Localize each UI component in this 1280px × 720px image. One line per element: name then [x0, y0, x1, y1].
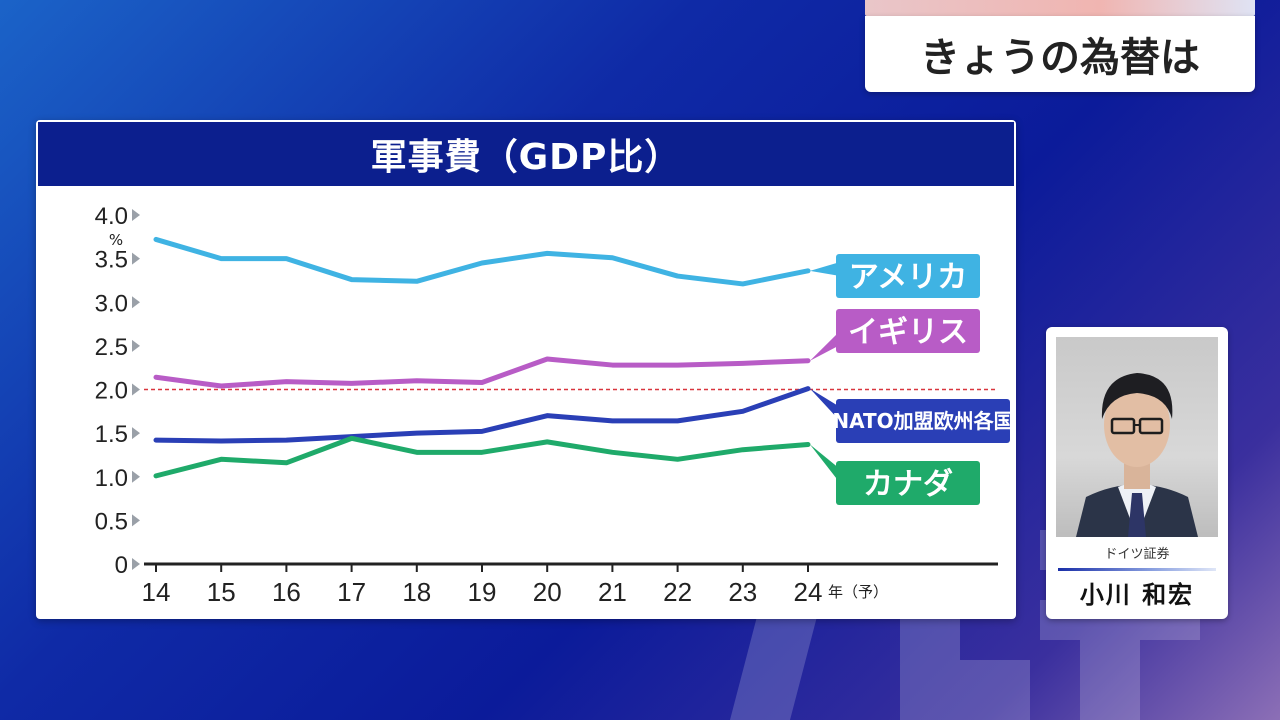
- y-tick-label: 4.0: [95, 203, 128, 230]
- x-tick-label: 14: [142, 577, 171, 607]
- series-line-2: [153, 386, 811, 444]
- legend-connector-1: [810, 331, 840, 361]
- y-tick-label: 0: [115, 552, 128, 579]
- y-tick-marker: [132, 339, 140, 352]
- y-tick-label: 2.0: [95, 378, 128, 405]
- legend-connector-2: [810, 388, 840, 421]
- legend-label-box-2: [836, 399, 1010, 443]
- x-axis-unit: 年（予）: [828, 583, 888, 601]
- legend-label-2: NATO加盟欧州各国: [832, 409, 1013, 433]
- commentator-organization: ドイツ証券: [1104, 547, 1170, 562]
- y-tick-label: 2.5: [95, 334, 128, 361]
- x-tick-label: 15: [207, 577, 236, 607]
- y-tick-marker: [132, 514, 140, 527]
- legend-label-box-0: [836, 254, 980, 298]
- x-tick-label: 24: [794, 577, 823, 607]
- y-tick-marker: [132, 470, 140, 483]
- chart-title: 軍事費（GDP比）: [38, 122, 1014, 186]
- y-tick-marker: [132, 383, 140, 396]
- commentator-card: ドイツ証券 小川 和宏: [1046, 327, 1228, 619]
- legend-label-0: アメリカ: [849, 260, 968, 295]
- legend-label-box-3: [836, 461, 980, 505]
- legend-label-3: カナダ: [863, 467, 953, 502]
- line-chart: 0 0.5 1.0 1.5 2.0 2.5 3.0 3.5 4.0% 14 15 16 17 18 19 20…: [95, 203, 1014, 607]
- x-tick-label: 23: [728, 577, 757, 607]
- x-tick-label: 20: [533, 577, 562, 607]
- x-tick-label: 21: [598, 577, 627, 607]
- header-accent-bar: [865, 0, 1255, 16]
- x-tick-label: 18: [402, 577, 431, 607]
- commentator-photo: [1056, 337, 1218, 537]
- series-line-0: [153, 236, 811, 287]
- x-tick-label: 16: [272, 577, 301, 607]
- x-tick-label: 19: [468, 577, 497, 607]
- legend-label-box-1: [836, 309, 980, 353]
- y-tick-marker: [132, 209, 140, 221]
- y-axis-unit: %: [109, 231, 123, 249]
- y-tick-marker: [132, 427, 140, 440]
- legend-connector-0: [810, 262, 840, 276]
- program-title: きょうの為替は: [865, 16, 1255, 92]
- y-tick-label: 0.5: [95, 508, 128, 535]
- commentator-name: 小川 和宏: [1079, 581, 1195, 609]
- legend-label-1: イギリス: [848, 315, 968, 350]
- x-tick-label: 22: [663, 577, 692, 607]
- y-tick-label: 3.5: [95, 247, 128, 274]
- y-tick-label: 1.5: [95, 421, 128, 448]
- y-tick-marker: [132, 252, 140, 265]
- x-tick-label: 17: [337, 577, 366, 607]
- series-line-1: [153, 356, 811, 389]
- series-line-3: [153, 435, 811, 479]
- name-divider: [1058, 568, 1216, 571]
- chart-panel: 軍事費（GDP比） 0 0.5 1.0 1.5 2.0 2.5 3.0 3.5 4.0% 14 15…: [36, 120, 1016, 619]
- y-tick-label: 1.0: [95, 465, 128, 492]
- y-tick-marker: [132, 558, 140, 570]
- legend-connector-3: [810, 444, 840, 483]
- y-tick-label: 3.0: [95, 290, 128, 317]
- y-tick-marker: [132, 296, 140, 309]
